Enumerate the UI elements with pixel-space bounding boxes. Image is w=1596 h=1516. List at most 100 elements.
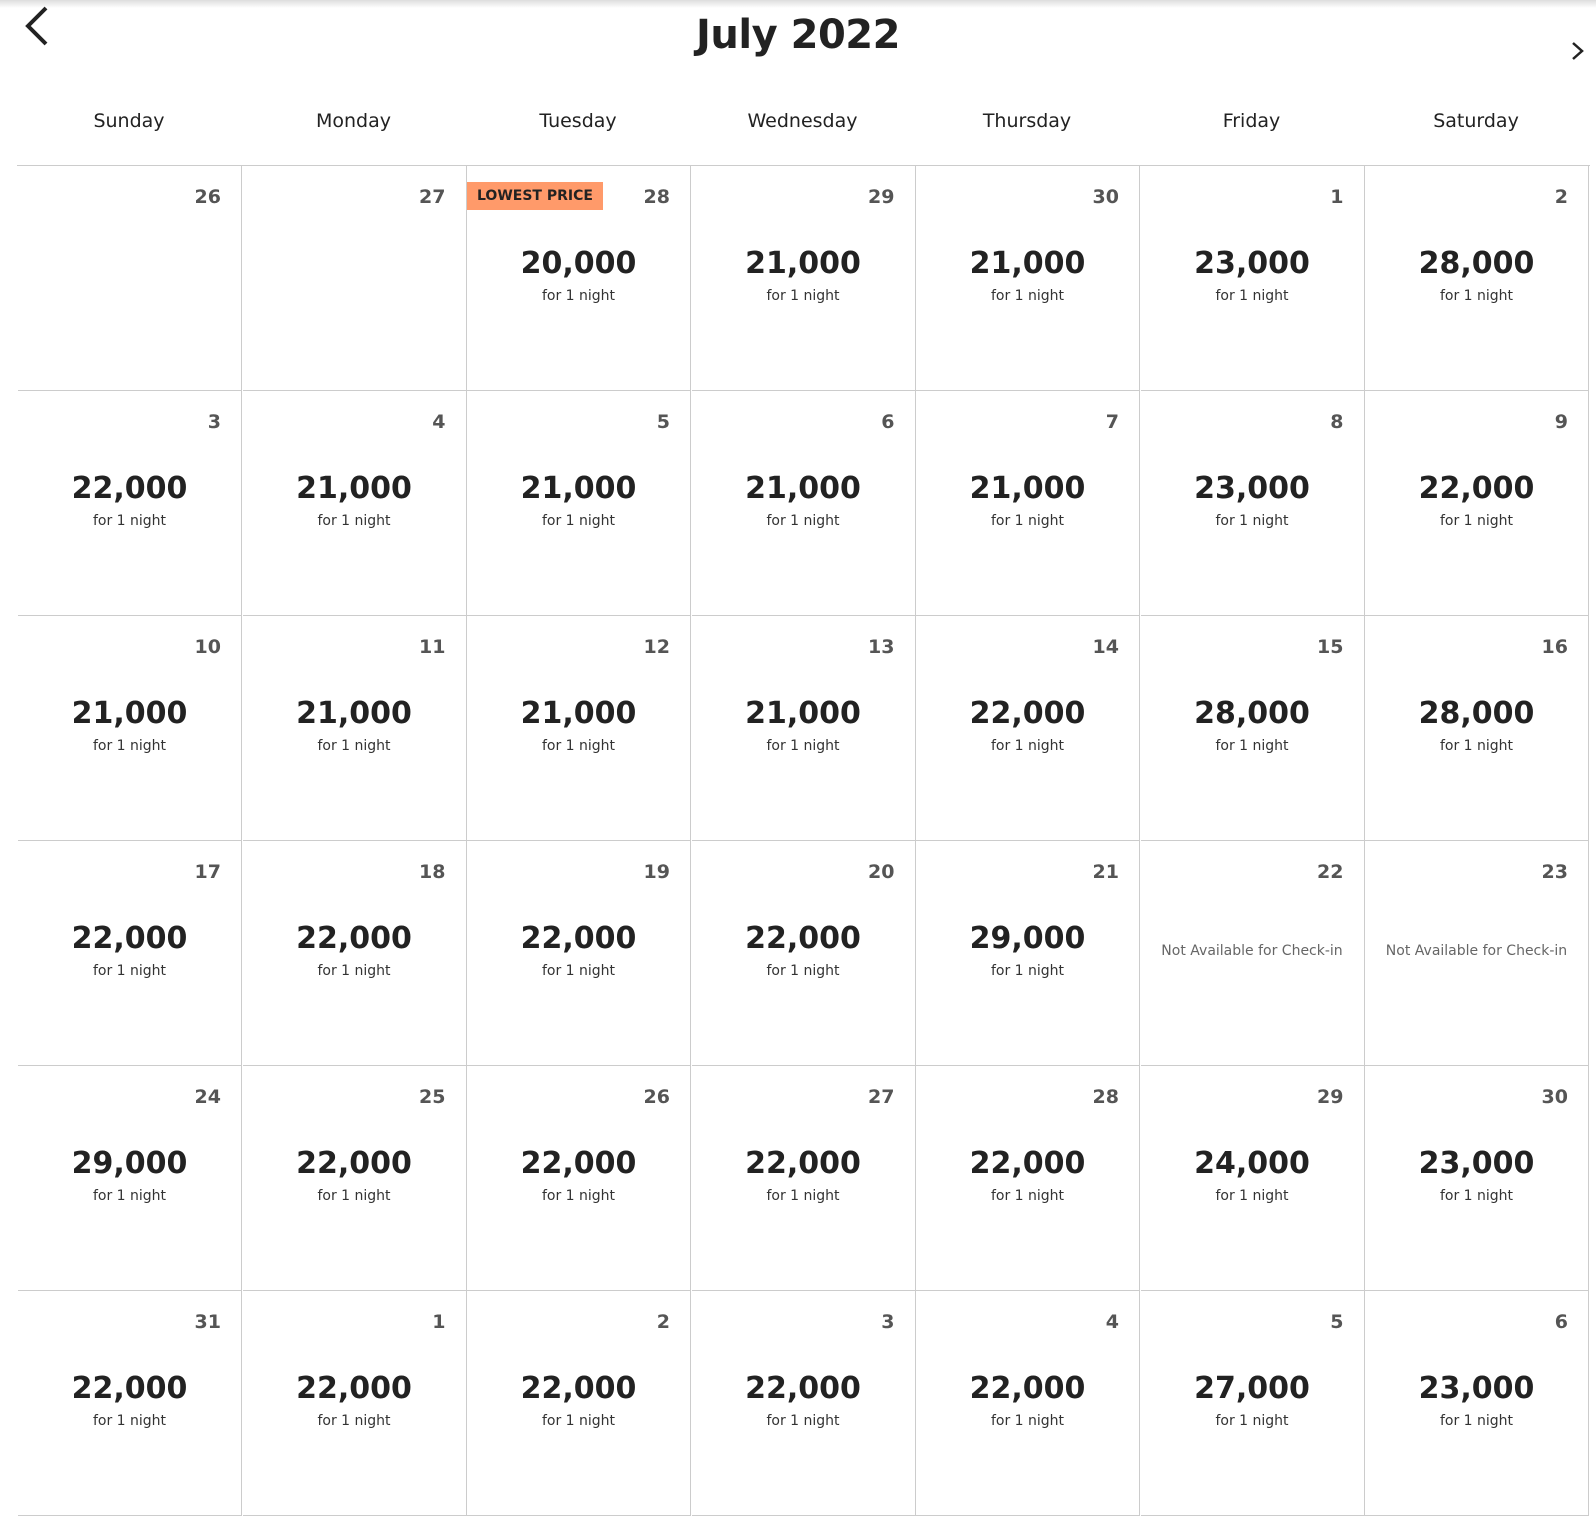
day-cell[interactable]: 26 22,000 for 1 night (467, 1066, 691, 1291)
price-note: for 1 night (990, 1188, 1065, 1204)
price: 21,000 (969, 471, 1086, 506)
day-cell[interactable]: 4 21,000 for 1 night (242, 391, 467, 616)
price-note: for 1 night (541, 288, 616, 304)
day-cell[interactable]: 19 22,000 for 1 night (467, 841, 691, 1066)
price-note: for 1 night (1215, 738, 1289, 754)
day-number: 5 (656, 411, 670, 433)
price: 22,000 (745, 921, 861, 956)
day-cell[interactable]: 28 22,000 for 1 night (916, 1066, 1140, 1291)
price: 22,000 (296, 1146, 412, 1181)
day-number: 21 (1092, 861, 1119, 883)
day-cell[interactable]: 15 28,000 for 1 night (1140, 616, 1365, 841)
day-cell[interactable]: 2 22,000 for 1 night (467, 1291, 691, 1516)
day-cell[interactable]: 2 28,000 for 1 night (1365, 166, 1589, 391)
day-number: 19 (643, 861, 670, 883)
price-note: for 1 night (541, 513, 616, 529)
day-cell[interactable]: 13 21,000 for 1 night (691, 616, 916, 841)
calendar-grid: 26 27 28 LOWEST PRICE 20,000 for 1 night 29 21,… (17, 165, 1590, 1516)
price-note: for 1 night (766, 738, 840, 754)
day-cell[interactable]: 24 29,000 for 1 night (18, 1066, 242, 1291)
day-number: 28 (1092, 1086, 1119, 1108)
price-note: for 1 night (766, 513, 840, 529)
day-cell[interactable]: 30 21,000 for 1 night (916, 166, 1140, 391)
price: 21,000 (296, 471, 412, 506)
price: 21,000 (296, 696, 412, 731)
top-shadow (0, 0, 1596, 8)
day-cell[interactable]: 27 22,000 for 1 night (691, 1066, 916, 1291)
day-cell[interactable]: 6 23,000 for 1 night (1365, 1291, 1589, 1516)
day-cell[interactable]: 29 24,000 for 1 night (1140, 1066, 1365, 1291)
price: 22,000 (296, 921, 412, 956)
day-cell[interactable]: 4 22,000 for 1 night (916, 1291, 1140, 1516)
price: 21,000 (969, 246, 1086, 281)
day-cell[interactable]: 10 21,000 for 1 night (18, 616, 242, 841)
day-number: 18 (419, 861, 446, 883)
price-note: for 1 night (766, 963, 840, 979)
price: 22,000 (71, 921, 188, 956)
price-note: for 1 night (317, 1188, 391, 1204)
price-note: for 1 night (541, 738, 616, 754)
day-cell[interactable]: 30 23,000 for 1 night (1365, 1066, 1589, 1291)
price: 28,000 (1194, 696, 1310, 731)
price-note: for 1 night (1439, 738, 1514, 754)
price: 22,000 (71, 471, 188, 506)
next-month[interactable] (1568, 40, 1586, 62)
price-note: for 1 night (317, 963, 391, 979)
price: 28,000 (1418, 696, 1535, 731)
day-number: 16 (1541, 636, 1568, 658)
day-cell[interactable]: 14 22,000 for 1 night (916, 616, 1140, 841)
day-cell[interactable]: 12 21,000 for 1 night (467, 616, 691, 841)
day-cell[interactable]: 20 22,000 for 1 night (691, 841, 916, 1066)
day-cell[interactable]: 8 23,000 for 1 night (1140, 391, 1365, 616)
price: 22,000 (296, 1371, 412, 1406)
day-cell[interactable]: 7 21,000 for 1 night (916, 391, 1140, 616)
day-cell[interactable]: 3 22,000 for 1 night (18, 391, 242, 616)
day-cell[interactable]: 5 27,000 for 1 night (1140, 1291, 1365, 1516)
day-cell[interactable]: 16 28,000 for 1 night (1365, 616, 1589, 841)
day-cell[interactable]: 28 LOWEST PRICE 20,000 for 1 night (467, 166, 691, 391)
price-note: for 1 night (92, 963, 167, 979)
day-cell[interactable]: 29 21,000 for 1 night (691, 166, 916, 391)
day-number: 29 (1317, 1086, 1344, 1108)
price-note: for 1 night (990, 513, 1065, 529)
price-note: for 1 night (766, 1413, 840, 1429)
price: 21,000 (745, 696, 861, 731)
day-number: 2 (1554, 186, 1568, 208)
day-cell[interactable]: 9 22,000 for 1 night (1365, 391, 1589, 616)
price: 23,000 (1418, 1146, 1535, 1181)
price-note: for 1 night (1439, 513, 1514, 529)
price-note: for 1 night (990, 963, 1065, 979)
day-number: 27 (868, 1086, 895, 1108)
price-note: for 1 night (541, 1188, 616, 1204)
price-note: for 1 night (1439, 1188, 1514, 1204)
day-number: 1 (432, 1311, 446, 1333)
day-cell[interactable]: 1 23,000 for 1 night (1140, 166, 1365, 391)
day-number: 30 (1092, 186, 1119, 208)
day-cell[interactable]: 6 21,000 for 1 night (691, 391, 916, 616)
day-number: 26 (643, 1086, 670, 1108)
price-note: for 1 night (317, 513, 391, 529)
weekday-label: Friday (1222, 110, 1281, 132)
day-cell[interactable]: 5 21,000 for 1 night (467, 391, 691, 616)
day-number: 30 (1541, 1086, 1568, 1108)
day-number: 20 (868, 861, 895, 883)
price-note: for 1 night (1215, 513, 1289, 529)
weekday-label: Tuesday (539, 110, 617, 132)
price: 21,000 (71, 696, 188, 731)
day-cell[interactable]: 3 22,000 for 1 night (691, 1291, 916, 1516)
day-cell[interactable]: 21 29,000 for 1 night (916, 841, 1140, 1066)
day-cell[interactable]: 25 22,000 for 1 night (242, 1066, 467, 1291)
day-cell[interactable]: 17 22,000 for 1 night (18, 841, 242, 1066)
price: 29,000 (71, 1146, 188, 1181)
day-number: 25 (419, 1086, 446, 1108)
day-cell[interactable]: 31 22,000 for 1 night (18, 1291, 242, 1516)
day-number: 14 (1092, 636, 1119, 658)
day-cell[interactable]: 11 21,000 for 1 night (242, 616, 467, 841)
day-cell[interactable]: 1 22,000 for 1 night (242, 1291, 467, 1516)
day-cell[interactable]: 18 22,000 for 1 night (242, 841, 467, 1066)
prev-month[interactable] (18, 4, 52, 46)
price: 20,000 (520, 246, 637, 281)
price: 22,000 (745, 1371, 861, 1406)
